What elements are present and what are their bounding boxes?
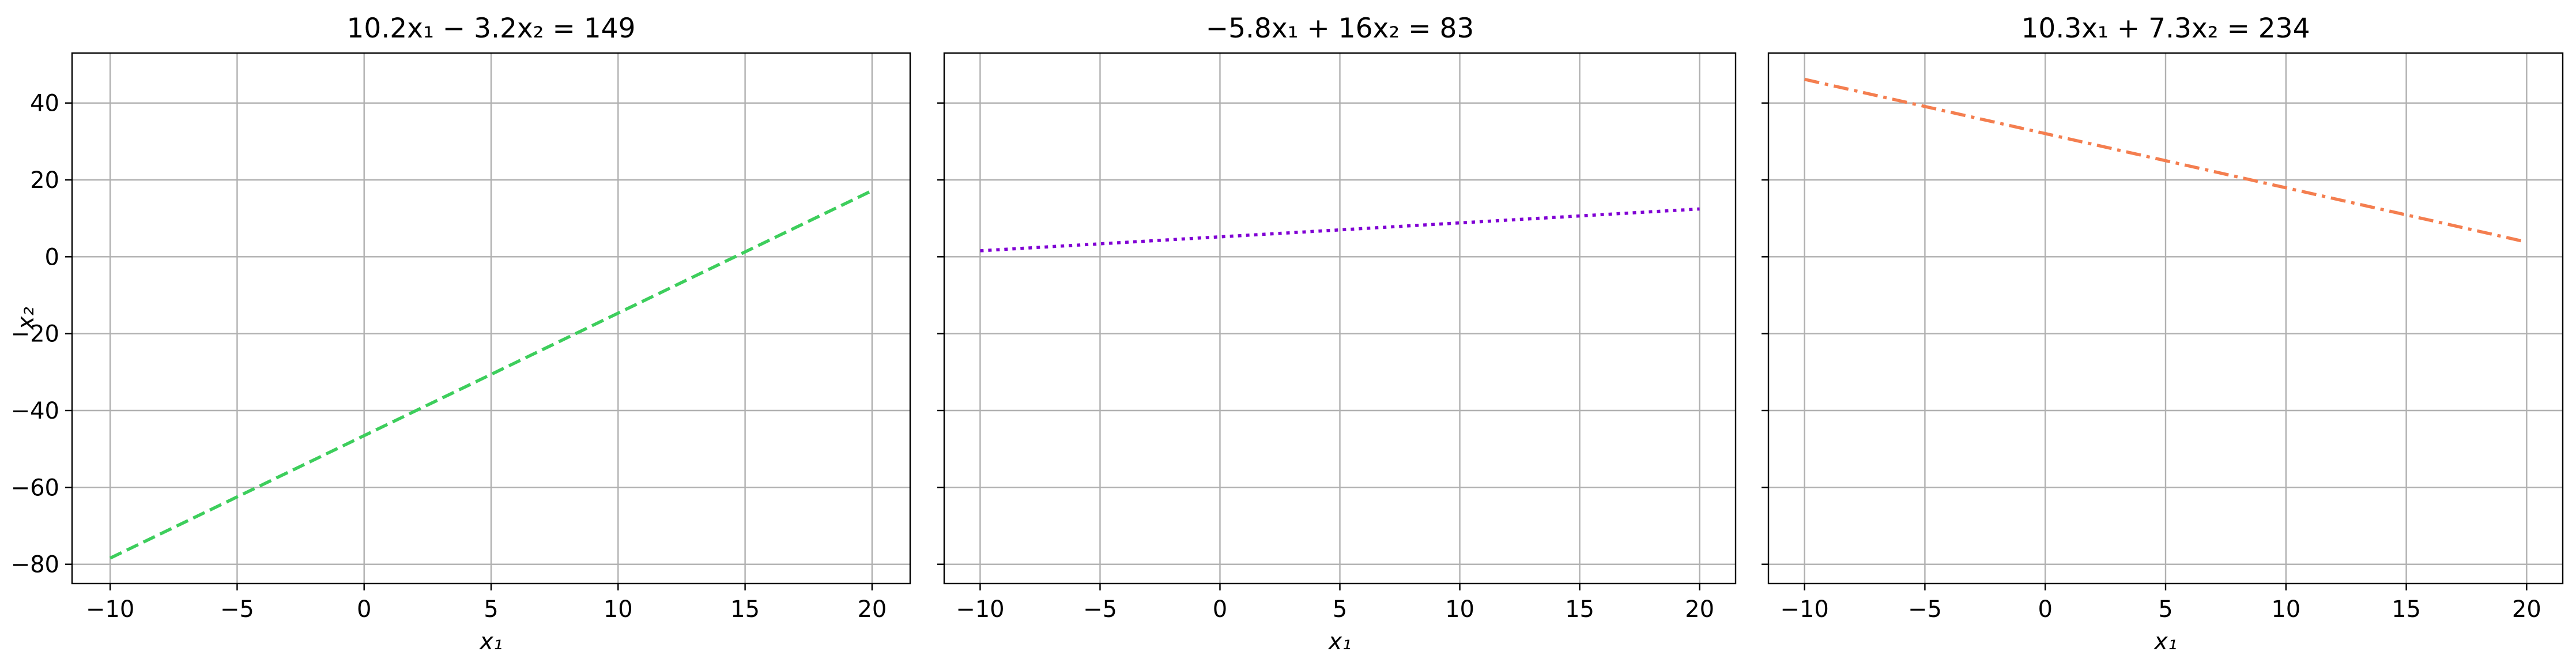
y-tick-label: 0 [45, 244, 59, 270]
subplot-title: 10.2x₁ − 3.2x₂ = 149 [347, 13, 636, 44]
series-line-1 [109, 189, 873, 560]
x-tick-label: 20 [1685, 596, 1714, 623]
series-line-1 [980, 207, 1700, 253]
x-tick-label: 5 [484, 596, 498, 623]
x-tick-label: 20 [2512, 596, 2541, 623]
series-line-1 [1804, 77, 2527, 244]
x-tick-label: 15 [2392, 596, 2421, 623]
x-tick-label: −5 [1083, 596, 1117, 623]
x-tick-label: 10 [604, 596, 633, 623]
y-tick-label: 20 [30, 167, 59, 194]
x-tick-label: 15 [1565, 596, 1594, 623]
x-tick-label: 5 [1333, 596, 1347, 623]
subplot-title: 10.3x₁ + 7.3x₂ = 234 [2021, 13, 2310, 44]
x-tick-label: 10 [2271, 596, 2300, 623]
x-tick-label: −10 [956, 596, 1004, 623]
y-tick-label: −20 [11, 321, 59, 348]
subplot-3: −10 −5 0 5 10 15 20 10.3x₁ + 7.3x₂ = 234 x₁ [1762, 13, 2564, 655]
x-tick-label: −10 [86, 596, 134, 623]
y-tick-label: 40 [30, 91, 59, 117]
y-tick-label: −40 [11, 398, 59, 424]
x-tick-label: 0 [1213, 596, 1227, 623]
y-axis-label: x₂ [13, 307, 39, 331]
x-axis-label: x₁ [1327, 628, 1352, 655]
x-axis-label: x₁ [478, 628, 503, 655]
x-tick-label: 0 [357, 596, 371, 623]
x-tick-label: 0 [2038, 596, 2052, 623]
subplot-2: −10 −5 0 5 10 15 20 −5.8x₁ + 16x₂ = 83 x₁ [937, 13, 1737, 655]
x-tick-label: 20 [857, 596, 887, 623]
y-tick-label: −80 [11, 552, 59, 578]
x-tick-label: −5 [220, 596, 254, 623]
x-tick-label: 15 [730, 596, 760, 623]
subplot-1: −10 −5 0 5 10 15 20 −80 −60 −40 −20 0 20 40 10.2x₁ − 3… [11, 13, 911, 655]
x-tick-label: −10 [1780, 596, 1828, 623]
subplot-title: −5.8x₁ + 16x₂ = 83 [1206, 13, 1474, 44]
y-tick-label: −60 [11, 475, 59, 501]
x-tick-label: 5 [2158, 596, 2173, 623]
x-tick-label: 10 [1445, 596, 1474, 623]
x-axis-label: x₁ [2153, 628, 2177, 655]
x-tick-label: −5 [1908, 596, 1942, 623]
